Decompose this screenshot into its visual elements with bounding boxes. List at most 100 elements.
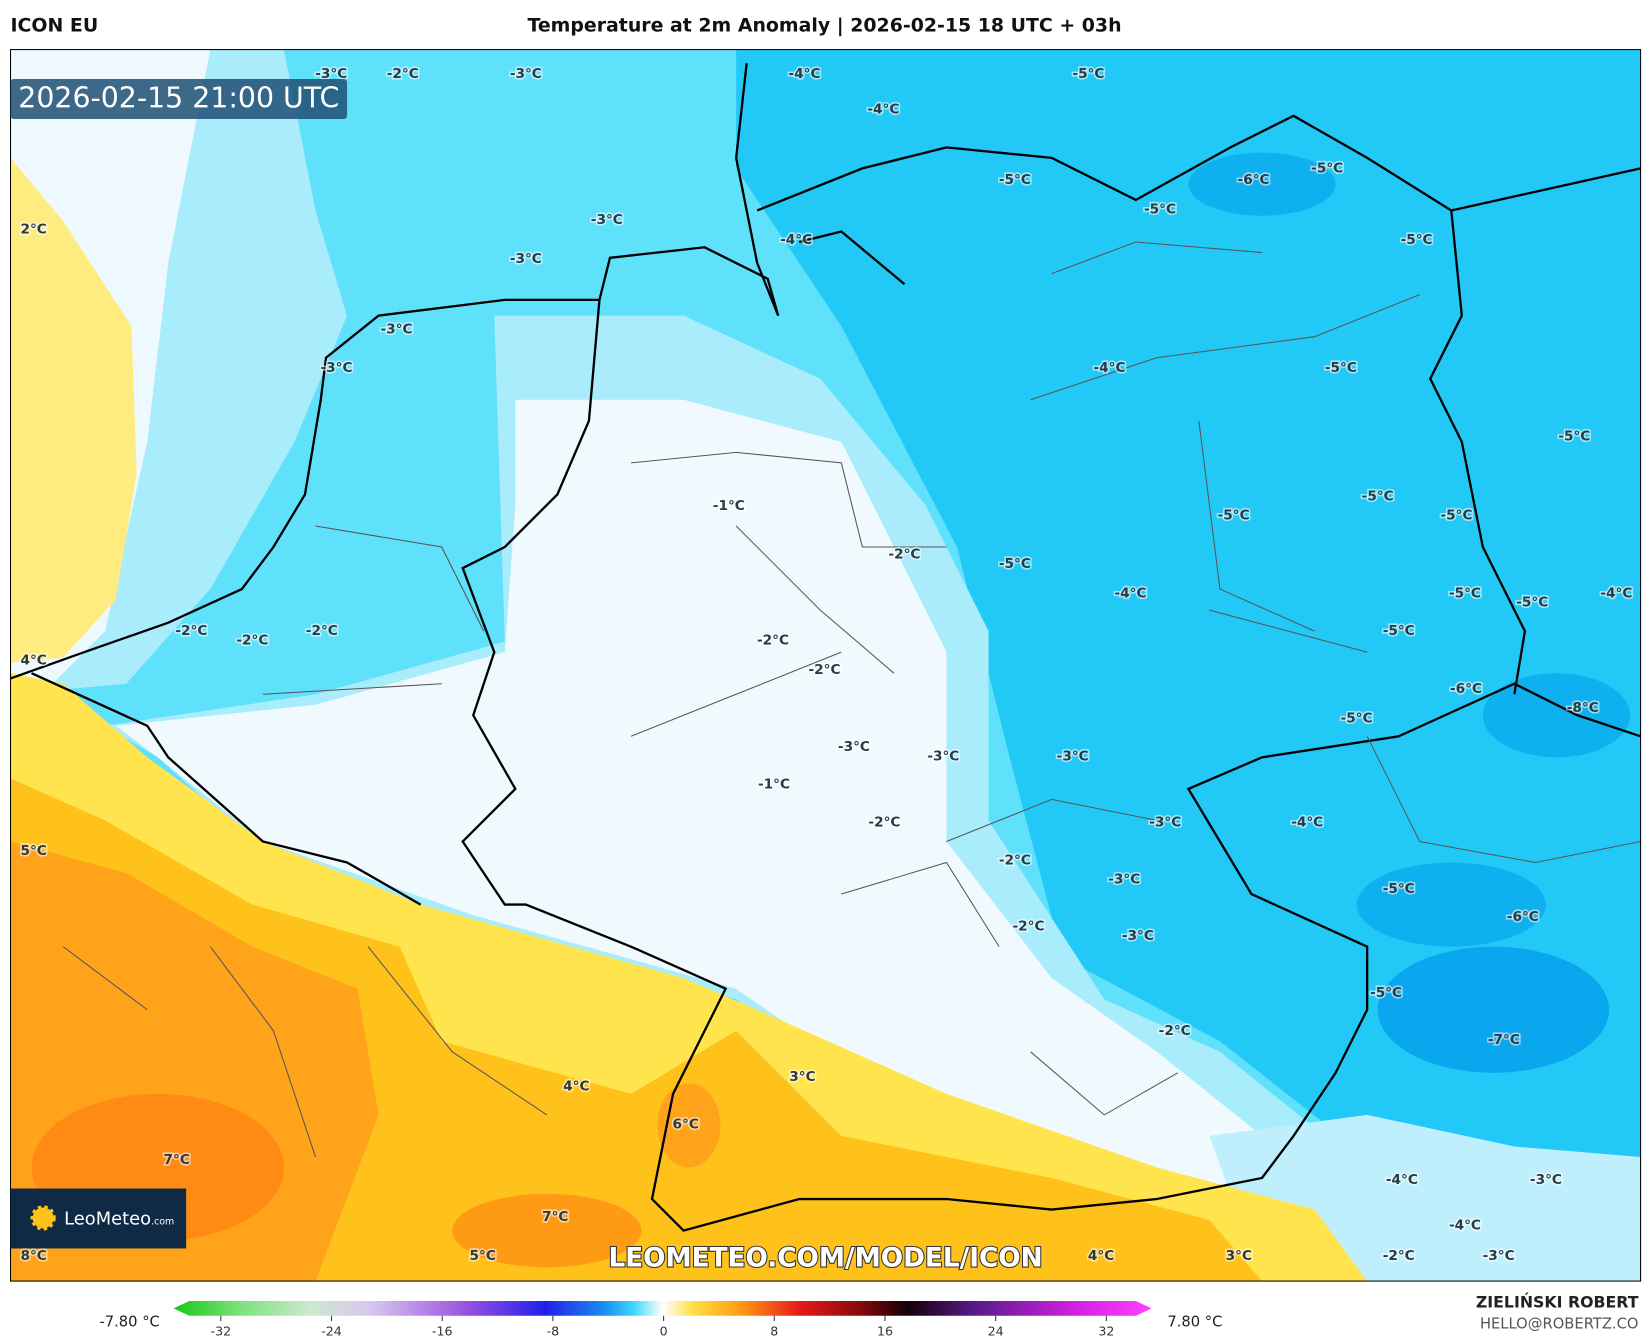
temperature-label: -2°C [888,546,920,562]
temperature-label: -5°C [1144,201,1176,217]
temperature-label: -4°C [1449,1217,1481,1233]
temperature-labels: -3°C -2°C -3°C -4°C -5°C-4°C-5°C -6°C-5°C-5°C… [19,64,1634,1265]
temperature-label: -3°C [927,748,959,764]
temperature-label: -4°C [1115,585,1147,601]
logo-icon [30,1205,56,1231]
map: -3°C -2°C -3°C -4°C -5°C-4°C-5°C -6°C-5°C-5°C… [10,49,1641,1282]
cold-spot [1356,862,1546,947]
colorbar-max-label: 7.80 °C [1167,1313,1222,1330]
temperature-label: 5°C [470,1248,496,1264]
temperature-label: -5°C [1218,507,1250,523]
colorbar-tick-label: 32 [1098,1324,1114,1338]
temperature-label: -3°C [510,66,542,82]
temperature-label: 7°C [542,1209,568,1225]
temperature-label: -2°C [1383,1248,1415,1264]
temperature-label: -3°C [1108,871,1140,887]
temperature-label: -1°C [713,498,745,514]
temperature-label: -4°C [789,66,821,82]
temperature-label: -5°C [1072,66,1104,82]
coastline-borders [10,63,1641,1232]
temperature-label: -5°C [1311,160,1343,176]
admin-borders [62,241,1641,1158]
temperature-label: 4°C [20,653,46,669]
temperature-label: 3°C [789,1069,815,1085]
temperature-label: -5°C [1441,507,1473,523]
colorbar-tick-label: 16 [877,1324,893,1338]
cold-spot [1482,673,1631,758]
temperature-label: -2°C [175,623,207,639]
temperature-label: 4°C [563,1079,589,1095]
temperature-label: -5°C [999,556,1031,572]
temperature-label: -4°C [780,232,812,248]
temperature-label: -3°C [510,251,542,267]
temperature-label: -3°C [1149,815,1181,831]
colorbar-ticks: -32 -24 -16 -8 0 8 16 24 32 [211,1315,1114,1338]
map-frame [9,49,1642,1282]
temperature-label: -3°C [838,739,870,755]
temperature-label: -5°C [1325,360,1357,376]
temperature-label: -5°C [1558,429,1590,445]
temperature-label: 2°C [20,221,46,237]
temperature-label: -3°C [321,360,353,376]
temperature-label: -2°C [306,623,338,639]
author: ZIELIŃSKI ROBERT [1476,1292,1639,1311]
temperature-label: -1°C [758,777,790,793]
temperature-label: -3°C [315,66,347,82]
temperature-label: -2°C [808,662,840,678]
colorbar-tick-label: -24 [321,1324,342,1338]
temperature-label: -5°C [1362,489,1394,505]
temperature-label: -8°C [1567,700,1599,716]
temperature-label: -6°C [1238,172,1270,188]
temperature-label: -3°C [1483,1248,1515,1264]
hot-spot [452,1193,642,1268]
temperature-label: -2°C [999,852,1031,868]
logo-name: LeoMeteo [64,1208,151,1229]
temperature-label: -2°C [387,66,419,82]
time-box [10,79,348,119]
temperature-label: 5°C [20,843,46,859]
temperature-label: -4°C [1291,815,1323,831]
temperature-label: 4°C [1088,1248,1114,1264]
colorbar-tick-label: -16 [432,1324,453,1338]
temperature-label: -5°C [1383,881,1415,897]
temperature-label: -2°C [1013,919,1045,935]
map-title: Temperature at 2m Anomaly | 2026-02-15 1… [527,15,1121,37]
temperature-label: -5°C [1383,623,1415,639]
temperature-label: -6°C [1450,681,1482,697]
temperature-label: -5°C [999,172,1031,188]
hot-spot [657,1083,721,1168]
temperature-label: -4°C [1600,585,1632,601]
temperature-label: -3°C [591,212,623,228]
temperature-label: 7°C [163,1152,189,1168]
temperature-label: -4°C [1386,1172,1418,1188]
watermark: LEOMETEO.COM/MODEL/ICON [608,1243,1042,1273]
temperature-label: -5°C [1449,585,1481,601]
warm-area [10,157,137,663]
temperature-label: -5°C [1341,710,1373,726]
logo-suffix: .com [151,1216,174,1227]
colorbar-tick-label: 8 [770,1324,778,1338]
colorbar-min-label: -7.80 °C [99,1313,159,1330]
model-name: ICON EU [11,15,99,37]
temperature-label: -3°C [380,321,412,337]
colorbar-tick-label: 0 [660,1324,668,1338]
temperature-label: -2°C [868,815,900,831]
temperature-label: -4°C [867,102,899,118]
temperature-label: -3°C [1057,748,1089,764]
temperature-label: -2°C [1159,1023,1191,1039]
temperature-label: -3°C [1530,1172,1562,1188]
logo: LeoMeteo.com [64,1208,174,1229]
contact: HELLO@ROBERTZ.CO [1480,1315,1639,1332]
temperature-label: 8°C [20,1248,46,1264]
temperature-label: -5°C [1370,985,1402,1001]
cold-spot [1377,946,1610,1073]
temperature-label: -2°C [757,633,789,649]
temperature-label: -7°C [1488,1032,1520,1048]
cold-spot [1188,152,1336,216]
colorbar-tick-label: -8 [547,1324,560,1338]
temperature-label: -2°C [236,633,268,649]
valid-time: 2026-02-15 21:00 UTC [18,81,339,114]
